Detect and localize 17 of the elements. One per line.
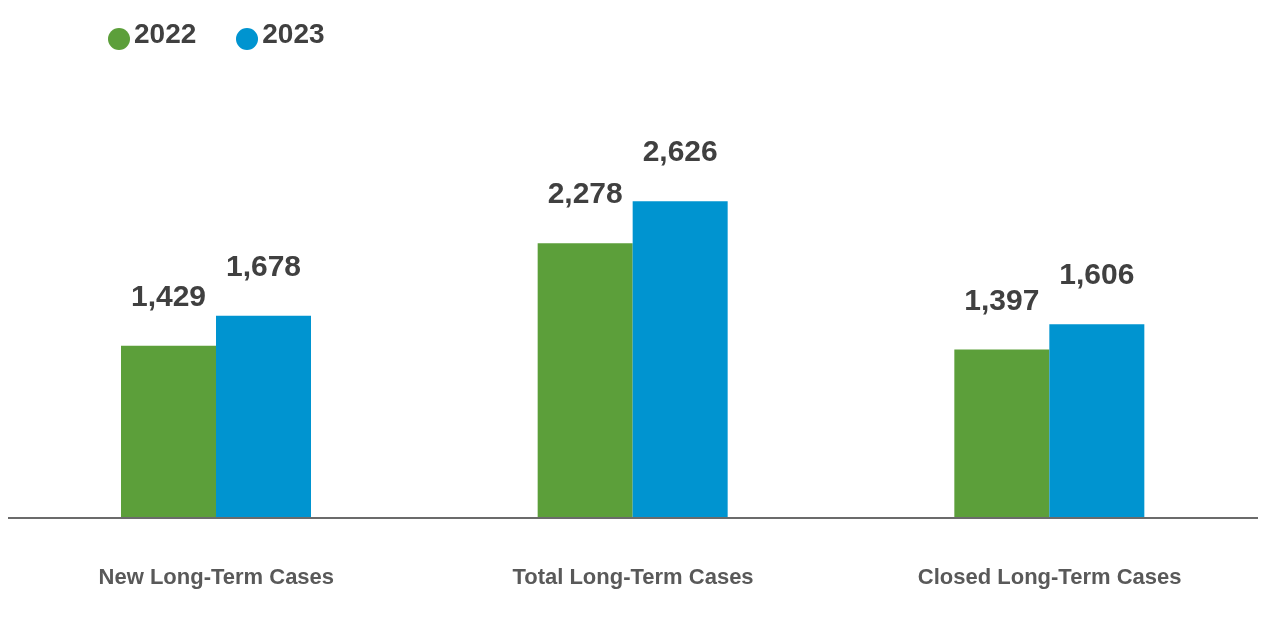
data-label: 2,278 (547, 176, 623, 210)
bar (216, 315, 311, 518)
data-label: 1,678 (225, 248, 302, 282)
data-label: 1,397 (964, 282, 1040, 316)
data-label: 1,429 (130, 278, 207, 312)
bar (537, 243, 633, 518)
legend-label: 2022 (134, 18, 197, 49)
x-tick-label: Closed Long-Term Cases (917, 563, 1182, 589)
bar (121, 345, 216, 518)
bar (954, 349, 1050, 518)
legend-label: 2023 (262, 18, 325, 49)
bar (632, 201, 728, 518)
data-label: 2,626 (642, 134, 718, 168)
data-label: 1,606 (1059, 257, 1135, 291)
bar (1049, 324, 1145, 518)
x-tick-label: New Long-Term Cases (98, 563, 335, 589)
x-tick-label: Total Long-Term Cases (512, 563, 754, 589)
